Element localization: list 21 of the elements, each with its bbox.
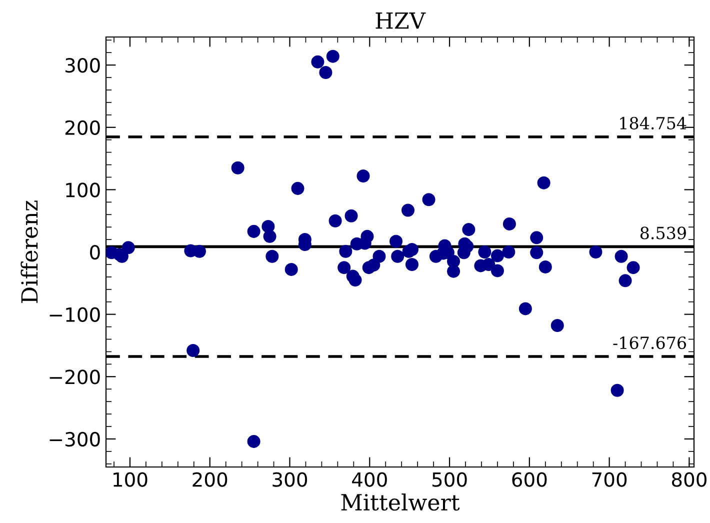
x-axis-title: Mittelwert (341, 493, 460, 511)
y-tick-label: −200 (50, 370, 100, 384)
y-tick-label: −300 (50, 432, 100, 447)
x-tick-label: 700 (592, 472, 627, 487)
y-tick-label: 300 (66, 58, 100, 73)
x-tick-label: 200 (192, 472, 228, 487)
y-tick-label: 100 (66, 182, 100, 198)
y-tick-label: 0 (90, 244, 100, 260)
x-tick-label: 100 (114, 472, 148, 487)
x-tick-label: 300 (272, 472, 308, 487)
y-tick-label: 200 (65, 120, 100, 136)
y-tick-label: −100 (50, 307, 100, 322)
x-tick-label: 400 (352, 472, 387, 487)
ref-line-label: 8.539 (640, 226, 686, 240)
chart-title: HZV (376, 12, 426, 29)
ref-line-label: -167.676 (613, 336, 686, 350)
x-tick-label: 600 (512, 472, 547, 487)
ref-line-label: 184.754 (620, 116, 686, 130)
x-tick-label: 500 (432, 472, 467, 487)
y-axis-title: Differenz (20, 200, 38, 303)
x-tick-label: 800 (672, 472, 706, 487)
